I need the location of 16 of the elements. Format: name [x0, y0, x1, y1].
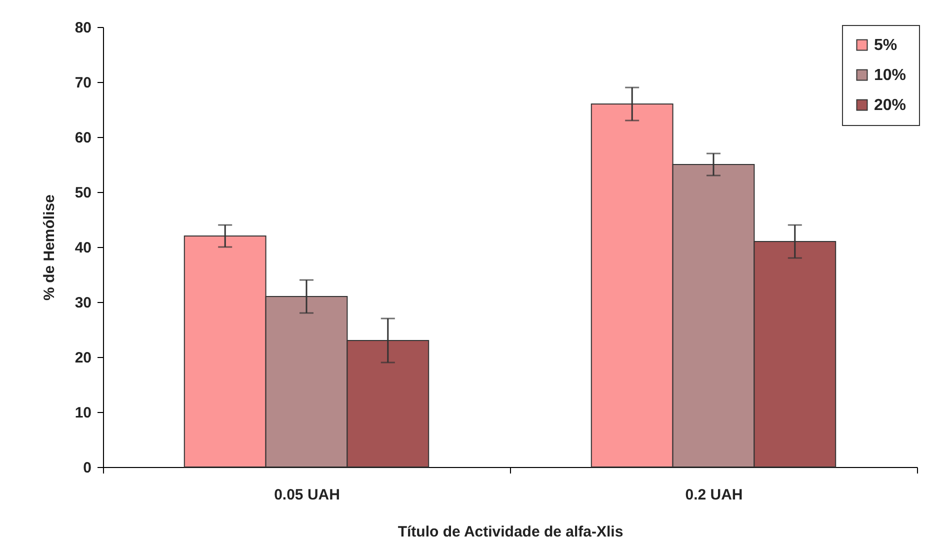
- x-axis-title: Título de Actividade de alfa-Xlis: [398, 524, 624, 540]
- y-tick-label: 60: [74, 130, 92, 146]
- y-tick-label: 20: [74, 350, 92, 366]
- y-tick-label: 40: [74, 240, 92, 256]
- y-axis-title: % de Hemólise: [40, 194, 58, 300]
- y-tick-label: 70: [74, 74, 92, 92]
- legend-label: 5%: [874, 37, 898, 54]
- y-tick-label: 80: [74, 20, 92, 36]
- legend-label: 20%: [874, 97, 906, 114]
- y-tick-label: 10: [74, 404, 92, 422]
- x-tick-label: 0.05 UAH: [274, 486, 340, 504]
- y-tick-label: 30: [74, 294, 92, 312]
- legend-label: 10%: [874, 67, 906, 84]
- y-tick-label: 0: [83, 460, 92, 476]
- x-tick-label: 0.2 UAH: [685, 486, 743, 504]
- y-tick-label: 50: [74, 184, 92, 202]
